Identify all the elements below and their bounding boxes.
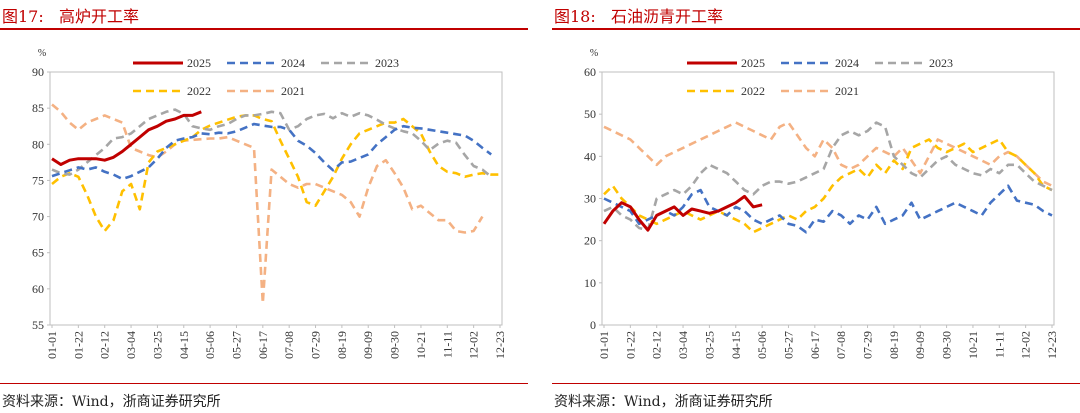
legend-label-2024: 2024 [281, 56, 305, 70]
series-line-2024 [51, 122, 492, 181]
source-bar: 资料来源：Wind，浙商证券研究所 [0, 383, 528, 413]
x-tick-label: 09-30 [388, 331, 402, 359]
y-tick-label: 90 [32, 65, 44, 79]
x-tick-label: 07-08 [834, 331, 848, 359]
x-tick-label: 12-23 [1045, 331, 1059, 359]
y-tick-label: 85 [32, 101, 44, 115]
y-tick-label: 20 [584, 234, 596, 248]
x-tick-label: 04-15 [729, 331, 743, 359]
x-tick-label: 06-17 [808, 331, 822, 359]
x-tick-label: 08-19 [335, 331, 349, 359]
y-tick-label: 55 [32, 318, 44, 332]
y-unit-label: % [38, 48, 46, 59]
source-bar: 资料来源：Wind，浙商证券研究所 [552, 383, 1080, 413]
source-note: 资料来源：Wind，浙商证券研究所 [554, 394, 773, 410]
x-tick-label: 07-08 [282, 331, 296, 359]
y-tick-label: 65 [32, 246, 44, 260]
title-bar: 图17: 高炉开工率 [0, 0, 528, 30]
legend-label-2021: 2021 [835, 84, 859, 98]
plot-frame [601, 71, 1055, 326]
x-tick-label: 02-12 [650, 331, 664, 359]
y-tick-label: 10 [584, 276, 596, 290]
legend-label-2024: 2024 [835, 56, 859, 70]
x-tick-label: 05-06 [755, 331, 769, 359]
legend-label-2022: 2022 [741, 84, 765, 98]
x-tick-label: 01-01 [45, 331, 59, 359]
x-tick-label: 12-23 [493, 331, 507, 359]
y-tick-label: 70 [32, 210, 44, 224]
legend-label-2025: 2025 [741, 56, 765, 70]
x-tick-label: 06-17 [256, 331, 270, 359]
y-tick-label: 60 [32, 282, 44, 296]
figure-title: 图18: 石油沥青开工率 [554, 7, 724, 26]
chart-blast-furnace: % 55 60 65 70 75 80 85 90 01-01 01-22 02-12 03-04 03-… [32, 48, 507, 359]
x-tick-label: 07-29 [861, 331, 875, 359]
x-tick-label: 11-11 [440, 331, 454, 358]
x-tick-label: 01-01 [597, 331, 611, 359]
x-tick-label: 05-27 [781, 331, 795, 359]
series-line-2025 [51, 110, 202, 166]
legend-label-2025: 2025 [187, 56, 211, 70]
x-tick-label: 09-09 [361, 331, 375, 359]
y-tick-label: 80 [32, 137, 44, 151]
x-tick-label: 07-29 [309, 331, 323, 359]
series-line-2022 [603, 138, 1053, 234]
x-tick-label: 01-22 [623, 331, 637, 359]
x-tick-label: 03-25 [150, 331, 164, 359]
x-tick-label: 05-27 [229, 331, 243, 359]
x-tick-label: 12-02 [467, 331, 481, 359]
series-line-2022 [51, 114, 500, 233]
figure-title: 图17: 高炉开工率 [2, 7, 140, 26]
plot-frame [49, 71, 503, 326]
x-tick-label: 02-12 [98, 331, 112, 359]
x-tick-label: 08-19 [887, 331, 901, 359]
x-tick-label: 01-22 [71, 331, 85, 359]
series-line-2021 [603, 121, 1053, 187]
x-tick-label: 03-25 [702, 331, 716, 359]
y-unit-label: % [590, 48, 598, 59]
x-tick-label: 12-02 [1019, 331, 1033, 359]
x-tick-label: 09-09 [913, 331, 927, 359]
x-tick-label: 10-21 [414, 331, 428, 359]
series-line-2024 [603, 184, 1053, 234]
y-tick-label: 60 [584, 65, 596, 79]
y-tick-label: 40 [584, 149, 596, 163]
legend-label-2023: 2023 [375, 56, 399, 70]
series-line-2023 [51, 108, 493, 178]
chart-asphalt: % 0 10 20 30 40 50 60 01-01 01-22 02-12 03-04 03-25 0… [584, 48, 1059, 359]
x-tick-label: 09-30 [940, 331, 954, 359]
series-line-2021 [51, 103, 484, 305]
panel-asphalt: 图18: 石油沥青开工率 % 0 10 20 30 40 50 60 01-01 01-22 02-… [552, 0, 1080, 412]
x-tick-label: 05-06 [203, 331, 217, 359]
legend-label-2021: 2021 [281, 84, 305, 98]
panel-blast-furnace: 图17: 高炉开工率 % 55 60 65 70 75 80 85 90 01-01 01-22 02… [0, 0, 528, 412]
y-tick-label: 30 [584, 192, 596, 206]
title-bar: 图18: 石油沥青开工率 [552, 0, 1080, 30]
series-line-2025 [602, 194, 763, 232]
x-tick-label: 03-04 [124, 331, 138, 359]
y-tick-label: 0 [590, 318, 596, 332]
legend-label-2022: 2022 [187, 84, 211, 98]
x-tick-label: 04-15 [177, 331, 191, 359]
y-tick-label: 75 [32, 173, 44, 187]
source-note: 资料来源：Wind，浙商证券研究所 [2, 394, 221, 410]
y-tick-label: 50 [584, 107, 596, 121]
x-tick-label: 03-04 [676, 331, 690, 359]
x-tick-label: 11-11 [992, 331, 1006, 358]
series-line-2023 [603, 121, 1053, 232]
legend-label-2023: 2023 [929, 56, 953, 70]
x-tick-label: 10-21 [966, 331, 980, 359]
